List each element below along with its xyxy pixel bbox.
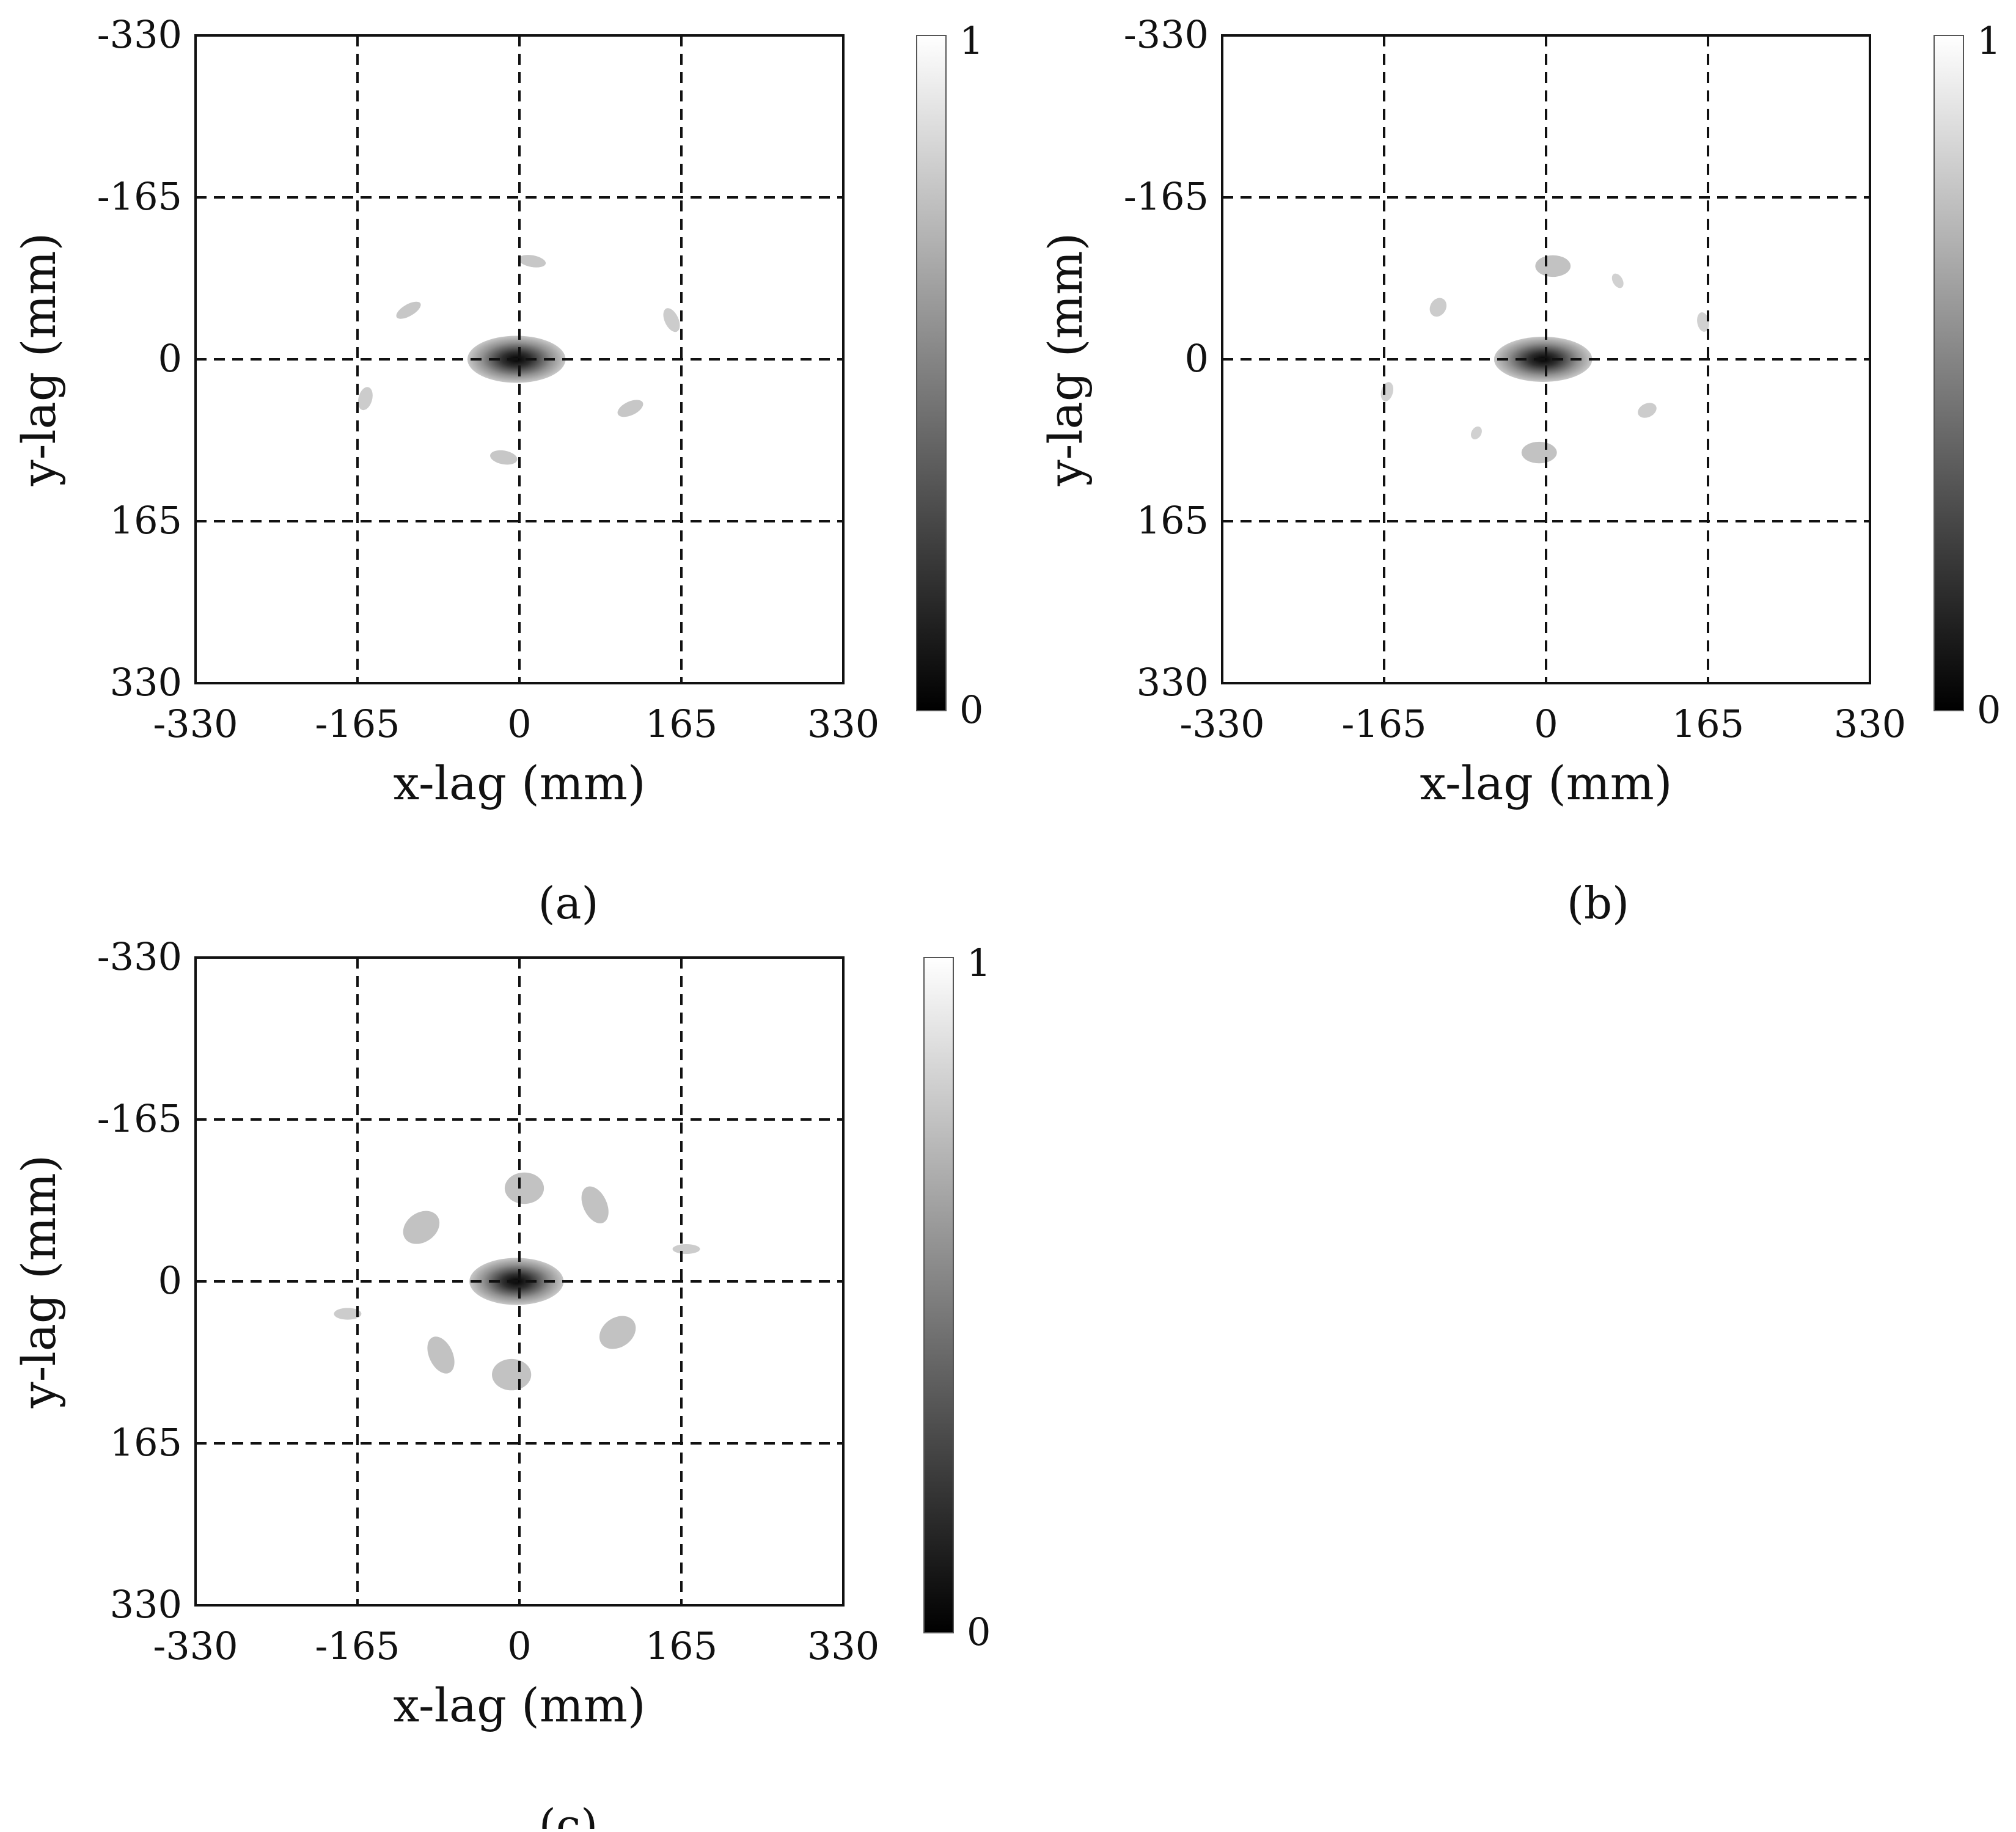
x-tick-label: -330	[153, 1624, 238, 1668]
y-tick-label: -330	[97, 934, 182, 979]
y-tick-label: -165	[1124, 174, 1209, 219]
x-tick-label: -330	[1179, 702, 1264, 746]
secondary-feature-5	[1697, 312, 1709, 332]
colorbar-max-label: 1	[967, 940, 991, 985]
colorbar-max-label: 1	[959, 18, 983, 63]
secondary-feature-5	[334, 1308, 362, 1320]
y-tick-label: -165	[97, 174, 182, 219]
secondary-feature-8	[1471, 426, 1482, 439]
x-tick-label: 165	[1672, 702, 1744, 746]
x-tick-label: 330	[807, 1624, 879, 1668]
secondary-feature-4	[1611, 273, 1624, 288]
x-tick-label: 0	[507, 702, 531, 746]
x-tick-label: 330	[807, 702, 879, 746]
x-tick-label: 165	[645, 1624, 717, 1668]
secondary-feature-1	[504, 1172, 544, 1204]
x-tick-label: -165	[315, 1624, 400, 1668]
x-axis-label: x-lag (mm)	[1420, 756, 1672, 810]
y-tick-label: 330	[1137, 660, 1209, 705]
secondary-feature-4	[357, 387, 373, 411]
panel-label: (a)	[538, 878, 598, 929]
colorbar-max-label: 1	[1977, 18, 2001, 63]
axes-frame	[1221, 34, 1871, 684]
secondary-feature-6	[599, 1316, 636, 1349]
secondary-feature-3	[663, 308, 680, 332]
colorbar	[1934, 35, 1964, 711]
y-tick-label: 0	[1185, 336, 1209, 381]
colorbar	[923, 957, 954, 1633]
y-tick-label: 330	[110, 660, 182, 705]
y-tick-label: -330	[97, 12, 182, 57]
secondary-feature-2	[403, 1211, 440, 1244]
secondary-feature-7	[427, 1336, 455, 1374]
axes-frame	[194, 956, 845, 1607]
y-tick-label: 330	[110, 1582, 182, 1627]
secondary-feature-5	[617, 400, 643, 417]
x-tick-label: -165	[315, 702, 400, 746]
panel-label: (c)	[539, 1800, 598, 1829]
secondary-feature-2	[1521, 441, 1557, 464]
x-axis-label: x-lag (mm)	[393, 1678, 645, 1732]
x-tick-label: -165	[1341, 702, 1426, 746]
axes-frame	[194, 34, 845, 684]
secondary-feature-4	[672, 1244, 700, 1255]
y-tick-label: 165	[1137, 498, 1209, 543]
x-tick-label: -330	[153, 702, 238, 746]
x-tick-label: 0	[507, 1624, 531, 1668]
colorbar	[916, 35, 947, 711]
y-tick-label: -165	[97, 1096, 182, 1141]
secondary-feature-2	[396, 301, 421, 319]
secondary-feature-7	[1638, 403, 1657, 418]
y-axis-label: y-lag (mm)	[1038, 233, 1093, 486]
colorbar-min-label: 0	[959, 687, 983, 732]
y-axis-label: y-lag (mm)	[12, 1155, 66, 1409]
secondary-feature-3	[1429, 298, 1447, 317]
y-tick-label: -330	[1124, 12, 1209, 57]
y-tick-label: 0	[158, 1258, 182, 1303]
x-axis-label: x-lag (mm)	[393, 756, 645, 810]
x-tick-label: 330	[1834, 702, 1906, 746]
x-tick-label: 165	[645, 702, 717, 746]
y-tick-label: 165	[110, 1420, 182, 1465]
colorbar-min-label: 0	[967, 1610, 991, 1654]
y-tick-label: 165	[110, 498, 182, 543]
secondary-feature-6	[490, 450, 518, 465]
secondary-feature-8	[492, 1358, 532, 1391]
panel-label: (b)	[1567, 878, 1629, 929]
colorbar-min-label: 0	[1977, 687, 2001, 732]
secondary-feature-1	[518, 255, 546, 268]
y-tick-label: 0	[158, 336, 182, 381]
secondary-feature-1	[1535, 255, 1571, 277]
secondary-feature-3	[581, 1186, 609, 1223]
y-axis-label: y-lag (mm)	[12, 233, 66, 486]
x-tick-label: 0	[1534, 702, 1558, 746]
